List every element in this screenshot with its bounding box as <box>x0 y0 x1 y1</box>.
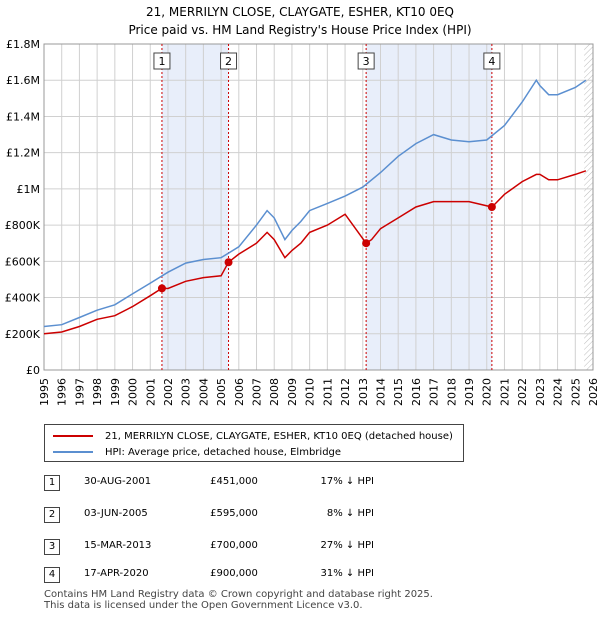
x-tick-label: 2012 <box>339 378 352 406</box>
legend-label-hpi: HPI: Average price, detached house, Elmb… <box>105 446 342 458</box>
y-tick-label: £600K <box>5 255 41 268</box>
y-tick-label: £1.8M <box>6 38 40 51</box>
x-tick-label: 2011 <box>321 378 334 406</box>
x-tick-label: 2025 <box>569 378 582 406</box>
legend-item-hpi: HPI: Average price, detached house, Elmb… <box>53 444 341 460</box>
sale-label: 3 <box>363 55 370 68</box>
y-tick-label: £1.2M <box>6 147 40 160</box>
x-tick-label: 2000 <box>127 378 140 406</box>
shaded-period <box>366 44 492 370</box>
transaction-number: 3 <box>44 539 60 555</box>
x-tick-label: 2024 <box>552 378 565 406</box>
sale-point <box>362 239 371 248</box>
x-tick-label: 1996 <box>56 378 69 406</box>
x-tick-label: 2006 <box>233 378 246 406</box>
x-tick-label: 2017 <box>428 378 441 406</box>
y-tick-label: £400K <box>5 292 41 305</box>
transaction-price: £451,000 <box>210 476 258 487</box>
footer-line-1: Contains HM Land Registry data © Crown c… <box>44 589 433 600</box>
transaction-price: £700,000 <box>210 540 258 551</box>
legend-label-property: 21, MERRILYN CLOSE, CLAYGATE, ESHER, KT1… <box>105 430 453 442</box>
sale-label-box <box>357 52 375 70</box>
y-tick-label: £0 <box>26 364 40 377</box>
hpi-series-line <box>43 78 587 328</box>
sale-point <box>224 258 233 267</box>
legend: 21, MERRILYN CLOSE, CLAYGATE, ESHER, KT1… <box>44 424 464 462</box>
legend-line-property <box>53 435 93 437</box>
y-tick-label: £1.6M <box>6 74 40 87</box>
x-tick-label: 2009 <box>286 378 299 406</box>
x-tick-label: 2016 <box>410 378 423 406</box>
x-tick-label: 2019 <box>463 378 476 406</box>
x-tick-label: 2004 <box>197 378 210 406</box>
price-chart: 21, MERRILYN CLOSE, CLAYGATE, ESHER, KT1… <box>5 5 600 406</box>
transaction-date: 30-AUG-2001 <box>84 476 152 487</box>
hatched-region <box>584 44 593 370</box>
x-tick-label: 1998 <box>91 378 104 406</box>
y-tick-label: £1M <box>17 183 41 196</box>
x-tick-label: 2020 <box>481 378 494 406</box>
shaded-period <box>161 44 229 370</box>
x-tick-label: 2005 <box>215 378 228 406</box>
x-tick-label: 2003 <box>180 378 193 406</box>
transaction-number: 2 <box>44 507 60 523</box>
x-tick-label: 2021 <box>498 378 511 406</box>
x-tick-label: 1999 <box>109 378 122 406</box>
transaction-date: 15-MAR-2013 <box>84 540 152 551</box>
x-tick-label: 2001 <box>144 378 157 406</box>
x-tick-label: 1997 <box>73 378 86 406</box>
transaction-date: 03-JUN-2005 <box>84 508 148 519</box>
sale-label-box <box>483 52 501 70</box>
x-tick-label: 2008 <box>268 378 281 406</box>
y-tick-label: £800K <box>5 219 41 232</box>
transaction-hpi-diff: 17% ↓ HPI <box>320 476 374 487</box>
transaction-number: 4 <box>44 567 60 583</box>
footer-attribution: Contains HM Land Registry data © Crown c… <box>44 589 433 611</box>
x-tick-label: 2013 <box>357 378 370 406</box>
transaction-number: 1 <box>44 475 60 491</box>
sale-point <box>487 203 496 211</box>
sale-label: 1 <box>158 55 165 68</box>
x-tick-label: 2022 <box>516 378 529 406</box>
sale-label: 4 <box>488 55 495 68</box>
property-series-line <box>43 170 587 335</box>
y-tick-label: £200K <box>5 328 41 341</box>
sale-point <box>157 284 166 293</box>
x-tick-label: 2002 <box>162 378 175 406</box>
sale-label-box <box>153 52 171 70</box>
transaction-hpi-diff: 27% ↓ HPI <box>320 540 374 551</box>
footer-line-2: This data is licensed under the Open Gov… <box>44 600 363 611</box>
legend-line-hpi <box>53 451 93 453</box>
transaction-price: £595,000 <box>210 508 258 519</box>
chart-subtitle: Price paid vs. HM Land Registry's House … <box>128 23 471 37</box>
chart-title: 21, MERRILYN CLOSE, CLAYGATE, ESHER, KT1… <box>146 5 454 19</box>
transaction-hpi-diff: 31% ↓ HPI <box>320 568 374 579</box>
sale-label: 2 <box>225 55 232 68</box>
x-tick-label: 2014 <box>374 378 387 406</box>
x-tick-label: 2010 <box>304 378 317 406</box>
x-tick-label: 2018 <box>445 378 458 406</box>
legend-item-property: 21, MERRILYN CLOSE, CLAYGATE, ESHER, KT1… <box>53 428 453 444</box>
x-tick-label: 2023 <box>534 378 547 406</box>
sale-label-box <box>220 52 238 70</box>
transaction-hpi-diff: 8% ↓ HPI <box>326 508 374 519</box>
plot-border <box>43 43 594 371</box>
transaction-date: 17-APR-2020 <box>84 568 149 579</box>
transaction-price: £900,000 <box>210 568 258 579</box>
x-tick-label: 1995 <box>38 378 51 406</box>
x-tick-label: 2007 <box>251 378 264 406</box>
y-tick-label: £1.4M <box>6 110 40 123</box>
x-tick-label: 2015 <box>392 378 405 406</box>
x-tick-label: 2026 <box>587 378 600 406</box>
